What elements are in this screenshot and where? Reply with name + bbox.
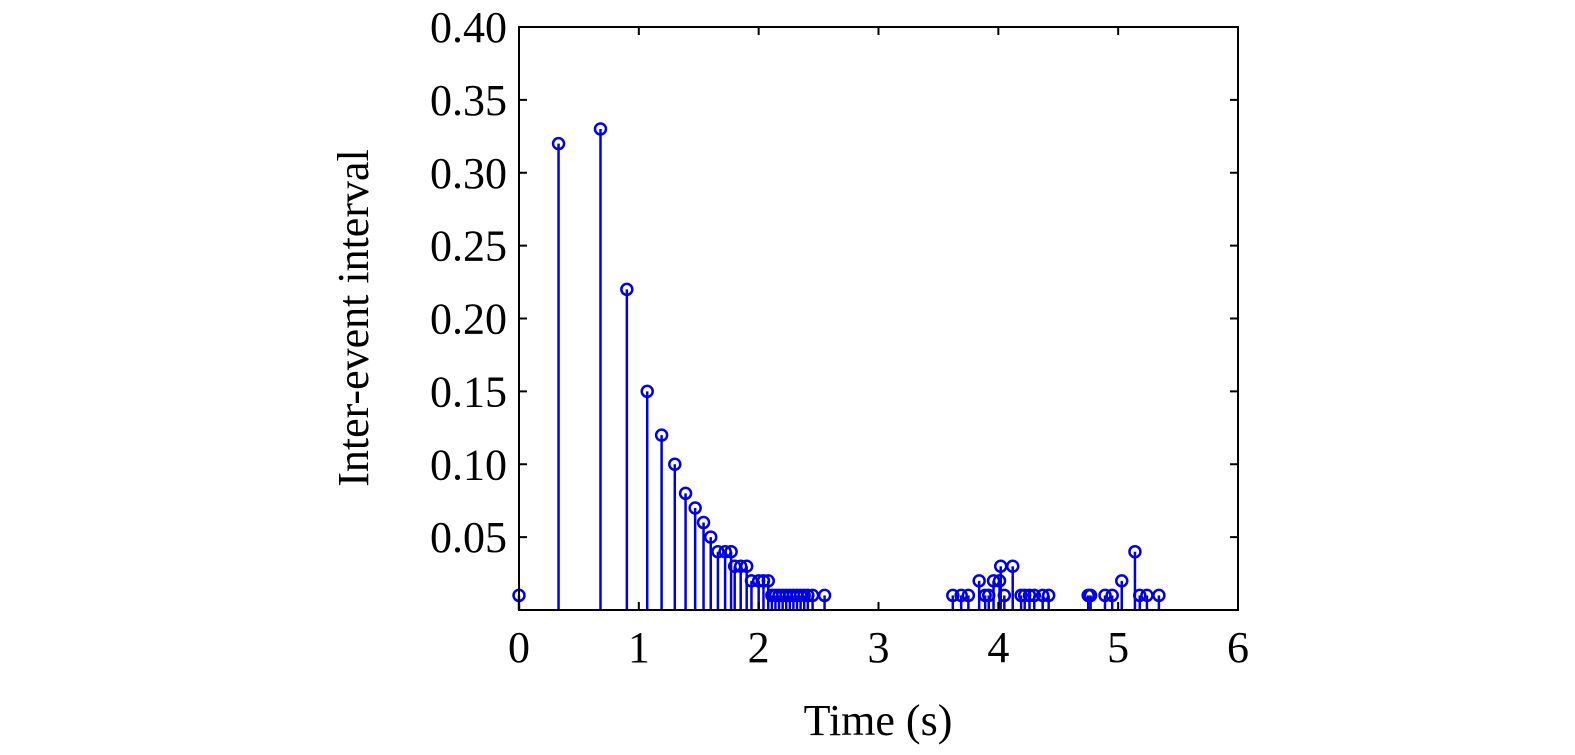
stem-marker <box>1083 588 1098 603</box>
axis-ticks: 0 1 2 3 4 5 6 0.05 0.10 0.15 0.20 0.25 0.30 0.35 0.40 <box>430 3 1249 672</box>
stem-marker <box>739 559 754 574</box>
stem-marker <box>688 501 702 515</box>
x-tick-label: 3 <box>868 623 890 672</box>
stem-marker <box>1098 588 1112 603</box>
y-axis-label: Inter-event interval <box>329 149 378 487</box>
x-axis-label: Time (s) <box>804 696 953 745</box>
x-tick-label: 0 <box>508 623 530 672</box>
stem-marker <box>724 544 738 559</box>
x-tick-label: 1 <box>628 623 650 672</box>
stem-marker <box>1105 588 1119 603</box>
x-tick-label: 5 <box>1107 623 1129 672</box>
x-tick-label: 6 <box>1227 623 1249 672</box>
stem-series <box>512 122 1166 610</box>
stem-marker <box>1027 588 1042 603</box>
stem-marker <box>696 515 711 530</box>
stem-marker <box>551 136 566 151</box>
stem-marker <box>761 574 776 588</box>
stem-marker <box>711 544 725 559</box>
stem-marker <box>1115 574 1129 588</box>
y-tick-label: 0.15 <box>430 367 507 416</box>
stem-marker <box>817 588 832 603</box>
x-tick-label: 2 <box>748 623 770 672</box>
y-tick-label: 0.35 <box>430 76 507 125</box>
stem-marker <box>1005 559 1020 574</box>
y-tick-label: 0.20 <box>430 295 507 344</box>
y-tick-label: 0.30 <box>430 149 507 198</box>
stem-marker <box>593 122 608 136</box>
stem-marker <box>654 428 669 442</box>
y-tick-label: 0.40 <box>430 3 507 52</box>
stem-marker <box>668 457 682 471</box>
stem-marker <box>620 282 634 297</box>
stem-marker <box>678 486 693 501</box>
y-tick-label: 0.05 <box>430 513 507 562</box>
y-tick-label: 0.25 <box>430 222 507 271</box>
stem-marker <box>1132 588 1147 603</box>
y-tick-label: 0.10 <box>430 440 507 489</box>
stem-marker <box>997 588 1012 603</box>
stem-marker <box>1152 588 1166 603</box>
stem-marker <box>1041 588 1056 603</box>
stem-marker <box>972 574 986 588</box>
stem-marker <box>1128 544 1142 559</box>
stem-marker <box>961 588 976 603</box>
stem-marker <box>640 384 654 399</box>
x-tick-label: 4 <box>987 623 1009 672</box>
stem-marker <box>954 588 968 603</box>
stem-marker <box>946 588 960 603</box>
stem-marker <box>703 530 718 544</box>
